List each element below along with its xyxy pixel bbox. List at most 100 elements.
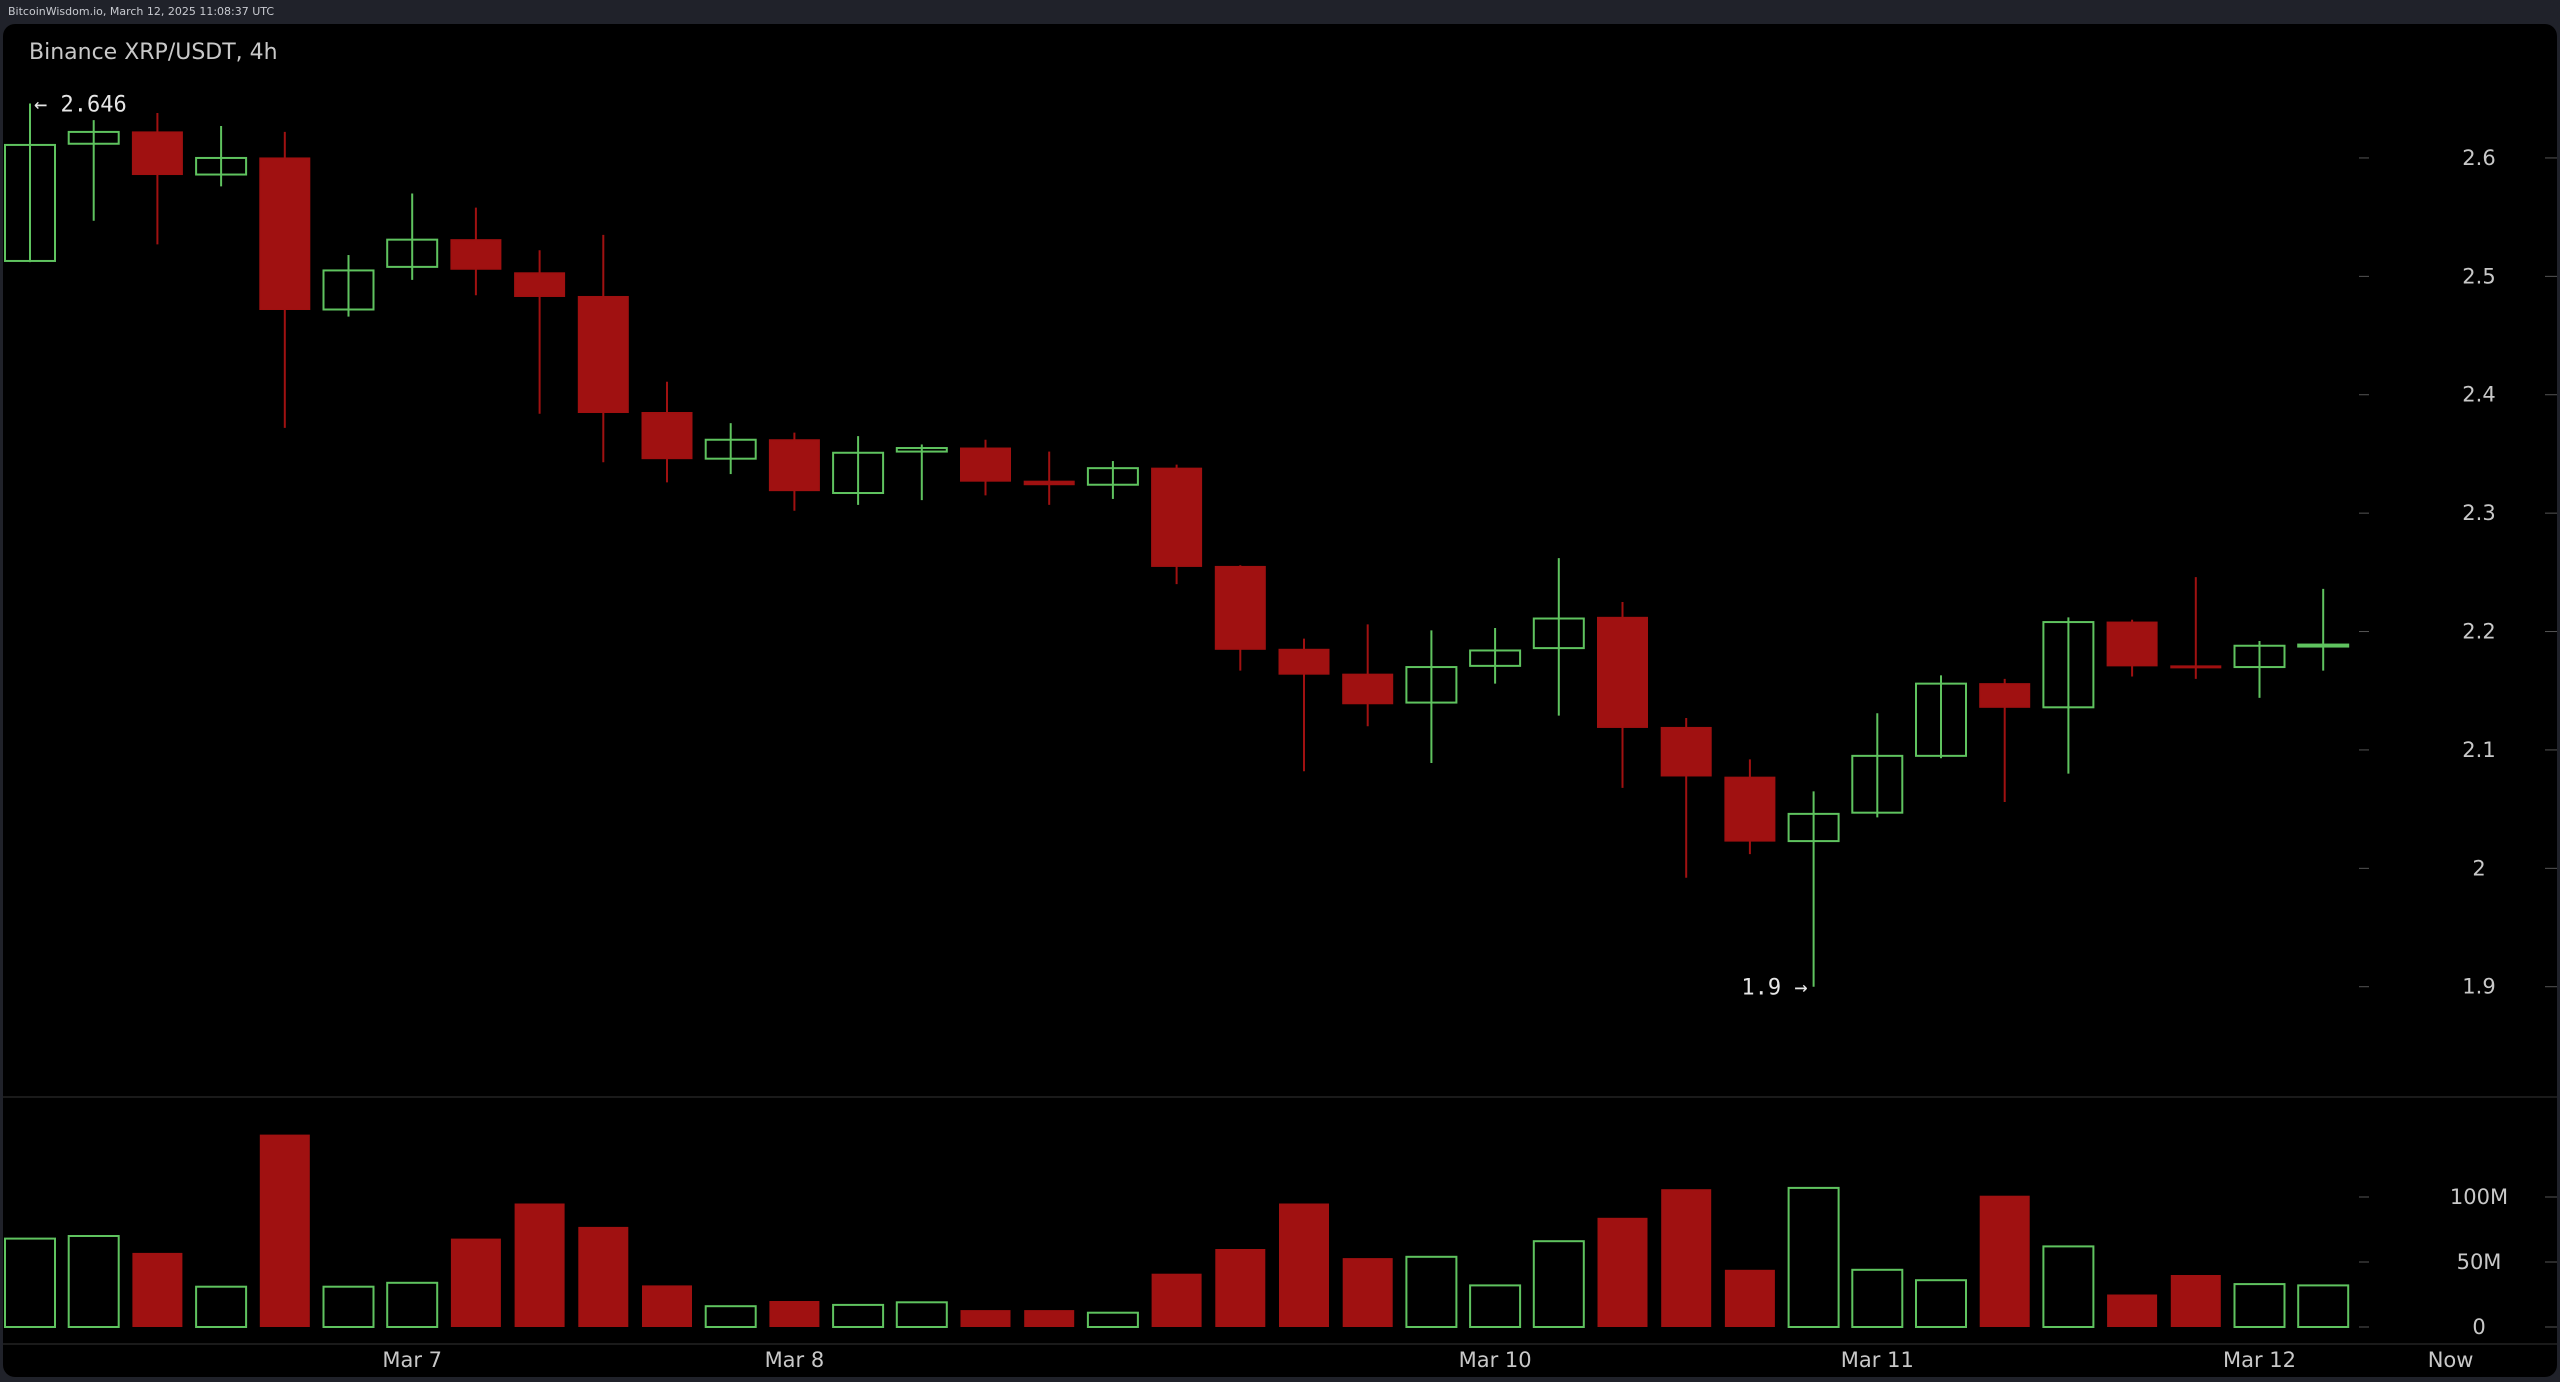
volume-bar xyxy=(832,1303,885,1329)
volume-bar xyxy=(1597,1217,1648,1327)
candle-body xyxy=(514,272,566,297)
candle-body xyxy=(322,269,375,311)
candle xyxy=(768,432,820,511)
volume-tick-label: 0 xyxy=(2472,1315,2485,1339)
candle xyxy=(1724,759,1776,855)
site-timestamp-label: BitcoinWisdom.io, March 12, 2025 11:08:3… xyxy=(8,5,275,18)
candle-body xyxy=(1532,617,1585,650)
x-axis-label: Now xyxy=(2428,1348,2474,1372)
volume-bar xyxy=(195,1285,248,1328)
candle-body xyxy=(1979,683,2031,708)
volume-bar xyxy=(1024,1310,1075,1327)
top-info-bar: BitcoinWisdom.io, March 12, 2025 11:08:3… xyxy=(0,0,2560,24)
volume-bar xyxy=(1979,1195,2030,1327)
candle xyxy=(1979,678,2031,803)
price-tick-label: 2.3 xyxy=(2462,501,2495,525)
candle xyxy=(259,131,311,428)
x-axis-label: Mar 11 xyxy=(1841,1348,1914,1372)
candle xyxy=(450,207,502,296)
candle-body xyxy=(2297,643,2350,648)
candle-body xyxy=(195,156,248,176)
price-tick-label: 2.1 xyxy=(2462,738,2495,762)
price-tick-label: 2.4 xyxy=(2462,383,2495,407)
x-axis-label: Mar 7 xyxy=(382,1348,442,1372)
candle xyxy=(195,125,248,187)
candle-body xyxy=(1469,649,1522,667)
chart-panel[interactable]: Binance XRP/USDT, 4h 2.6 2.5 2.4 2.3 2.2 2.1 2… xyxy=(3,24,2557,1377)
volume-bar xyxy=(960,1310,1011,1327)
volume-bar xyxy=(259,1134,310,1327)
candle-body xyxy=(67,130,120,145)
volume-bar xyxy=(1724,1269,1775,1327)
candle xyxy=(960,439,1011,496)
candle xyxy=(1469,627,1522,684)
candle xyxy=(386,193,439,280)
candle-body xyxy=(1023,480,1075,486)
volume-bar xyxy=(2170,1275,2221,1327)
volume-bar xyxy=(1787,1186,1840,1329)
candle-body xyxy=(641,412,693,460)
price-tick-label: 1.9 xyxy=(2462,975,2495,999)
volume-bar xyxy=(2107,1294,2158,1327)
price-tick-label: 2.2 xyxy=(2462,620,2495,644)
volume-bar xyxy=(1342,1258,1393,1327)
candle xyxy=(1787,791,1840,987)
candle-body xyxy=(960,447,1011,482)
candle xyxy=(1532,558,1585,716)
candle-body xyxy=(450,239,502,270)
candle xyxy=(1214,565,1266,671)
candle-body xyxy=(1660,726,1712,777)
volume-bar xyxy=(322,1285,375,1328)
candle xyxy=(641,381,693,483)
candle xyxy=(1151,464,1203,585)
volume-tick-label: 50M xyxy=(2457,1250,2502,1274)
candle-body xyxy=(1151,467,1203,567)
candle xyxy=(895,444,948,501)
candle-body xyxy=(704,438,757,460)
candle xyxy=(67,120,120,221)
volume-bar xyxy=(4,1237,56,1328)
candle-body xyxy=(4,143,56,262)
candle xyxy=(2233,641,2286,698)
volume-bar xyxy=(514,1203,565,1327)
volume-bar xyxy=(132,1252,183,1327)
volume-bar xyxy=(2042,1245,2095,1329)
volume-bar xyxy=(1915,1279,1967,1328)
candle xyxy=(1660,717,1712,878)
volume-bar xyxy=(1151,1273,1202,1327)
volume-tick-label: 100M xyxy=(2450,1185,2508,1209)
price-annotation: 1.9 → xyxy=(1741,976,1807,1001)
x-axis-label: Mar 12 xyxy=(2223,1348,2296,1372)
candle-body xyxy=(1787,812,1840,843)
x-axis-label: Mar 10 xyxy=(1459,1348,1532,1372)
volume-bar xyxy=(1851,1268,1904,1329)
candle-body xyxy=(1214,565,1266,650)
candle xyxy=(1086,461,1139,499)
volume-bar xyxy=(1215,1249,1266,1327)
candle-body xyxy=(1915,682,1967,757)
volume-bar xyxy=(1469,1284,1522,1329)
candle xyxy=(4,103,56,263)
volume-bar xyxy=(1532,1240,1585,1328)
candlestick-chart[interactable]: Binance XRP/USDT, 4h 2.6 2.5 2.4 2.3 2.2 2.1 2… xyxy=(3,24,2557,1377)
candle xyxy=(131,112,183,245)
candle-body xyxy=(768,439,820,492)
volume-bar xyxy=(67,1235,120,1328)
volume-bar xyxy=(386,1281,439,1329)
candle xyxy=(1342,624,1394,727)
candle-body xyxy=(1278,648,1330,675)
candle-body xyxy=(2042,621,2095,709)
candle-body xyxy=(1086,467,1139,486)
candle-body xyxy=(2106,621,2158,667)
candle xyxy=(322,255,375,317)
volume-bar xyxy=(642,1285,692,1327)
candle xyxy=(2297,588,2350,671)
candle xyxy=(832,436,885,505)
candle xyxy=(1278,638,1330,772)
candle xyxy=(2042,617,2095,774)
candle xyxy=(1023,451,1075,505)
volume-bar xyxy=(2233,1283,2286,1328)
x-axis-label: Mar 8 xyxy=(765,1348,825,1372)
candle-body xyxy=(1851,754,1904,814)
price-tick-label: 2.5 xyxy=(2462,264,2495,288)
